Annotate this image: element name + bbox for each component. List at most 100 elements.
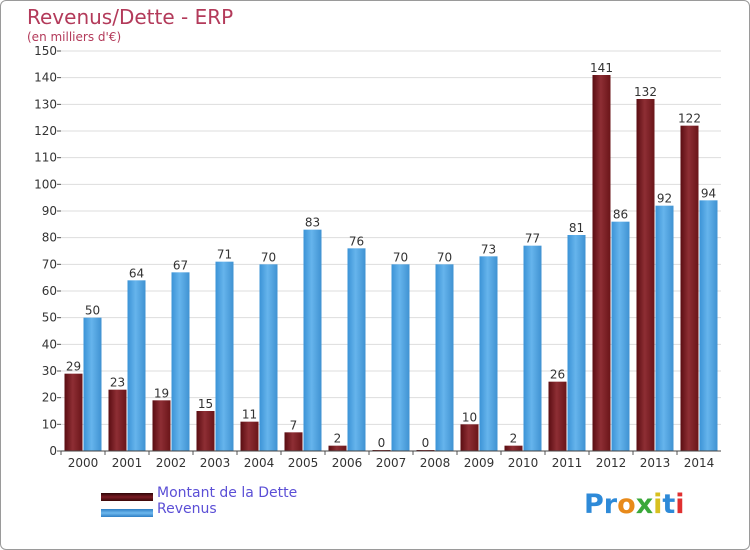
label-revenus-2009: 73 [481, 242, 496, 256]
logo-letter: x [635, 489, 654, 520]
x-tick-label-2005: 2005 [288, 456, 319, 470]
x-tick-label-2000: 2000 [68, 456, 99, 470]
label-dette-2004: 11 [242, 408, 257, 422]
bar-revenus-2009 [479, 256, 498, 451]
bar-revenus-2006 [347, 248, 366, 451]
y-tick-label: 10 [42, 417, 57, 431]
label-dette-2013: 132 [634, 85, 657, 99]
y-tick-label: 80 [42, 231, 57, 245]
x-tick-label-2003: 2003 [200, 456, 231, 470]
bar-dette-2003 [196, 411, 215, 451]
label-dette-2009: 10 [462, 410, 477, 424]
bar-dette-2011 [548, 381, 567, 451]
label-revenus-2001: 64 [129, 266, 144, 280]
bar-revenus-2004 [259, 264, 278, 451]
label-revenus-2002: 67 [173, 258, 188, 272]
logo-letter: i [653, 489, 663, 520]
label-dette-2005: 7 [290, 418, 298, 432]
label-revenus-2000: 50 [85, 304, 100, 318]
bar-revenus-2008 [435, 264, 454, 451]
label-revenus-2014: 94 [701, 186, 716, 200]
bar-dette-2005 [284, 432, 303, 451]
bar-revenus-2007 [391, 264, 410, 451]
x-tick-label-2014: 2014 [684, 456, 715, 470]
bar-revenus-2003 [215, 261, 234, 451]
logo-letter: P [584, 489, 604, 520]
x-tick-label-2009: 2009 [464, 456, 495, 470]
x-tick-label-2012: 2012 [596, 456, 627, 470]
y-tick-label: 90 [42, 204, 57, 218]
proxiti-logo: Proxiti [584, 489, 685, 520]
label-revenus-2004: 70 [261, 250, 276, 264]
y-tick-label: 0 [49, 444, 57, 458]
bar-dette-2004 [240, 421, 259, 451]
x-tick-label-2006: 2006 [332, 456, 363, 470]
bar-dette-2012 [592, 75, 611, 451]
x-axis-ticks: 2000 2001 2002 2003 2004 2005 2006 2007 2008 2009… [60, 451, 715, 470]
x-tick-label-2001: 2001 [112, 456, 143, 470]
y-tick-label: 50 [42, 311, 57, 325]
bar-revenus-2014 [699, 200, 718, 451]
x-tick-label-2008: 2008 [420, 456, 451, 470]
logo-letter: t [662, 489, 676, 520]
x-tick-label-2007: 2007 [376, 456, 407, 470]
x-tick-label-2004: 2004 [244, 456, 275, 470]
bar-dette-2000 [64, 373, 83, 451]
label-revenus-2012: 86 [613, 208, 628, 222]
bar-dette-2014 [680, 125, 699, 452]
x-tick-label-2002: 2002 [156, 456, 187, 470]
label-dette-2002: 19 [154, 386, 169, 400]
legend-swatch-dette [101, 493, 153, 501]
bar-dette-2006 [328, 445, 347, 451]
legend-swatch-revenus [101, 509, 153, 517]
bar-dette-2009 [460, 424, 479, 451]
y-tick-label: 60 [42, 284, 57, 298]
label-revenus-2013: 92 [657, 192, 672, 206]
y-tick-label: 30 [42, 364, 57, 378]
bar-revenus-2005 [303, 229, 322, 451]
label-dette-2008: 0 [422, 436, 430, 450]
bar-revenus-2010 [523, 245, 542, 451]
chart-title: Revenus/Dette - ERP [27, 5, 234, 29]
label-revenus-2005: 83 [305, 216, 320, 230]
y-tick-label: 70 [42, 257, 57, 271]
y-tick-label: 20 [42, 391, 57, 405]
label-dette-2010: 2 [510, 432, 518, 446]
x-tick-label-2011: 2011 [552, 456, 583, 470]
bar-dette-2013 [636, 99, 655, 451]
label-dette-2014: 122 [678, 112, 701, 126]
y-tick-label: 110 [34, 151, 57, 165]
label-dette-2000: 29 [66, 360, 81, 374]
bar-dette-2010 [504, 445, 523, 451]
bar-revenus-2001 [127, 280, 146, 451]
gridlines [61, 50, 721, 425]
label-revenus-2007: 70 [393, 250, 408, 264]
label-revenus-2010: 77 [525, 232, 540, 246]
logo-letter: i [675, 489, 685, 520]
logo-letter: o [617, 489, 636, 520]
bar-revenus-2002 [171, 272, 190, 451]
x-tick-label-2013: 2013 [640, 456, 671, 470]
y-tick-label: 130 [34, 97, 57, 111]
label-dette-2003: 15 [198, 397, 213, 411]
label-revenus-2011: 81 [569, 221, 584, 235]
y-tick-label: 140 [34, 71, 57, 85]
label-dette-2007: 0 [378, 436, 386, 450]
bars [64, 75, 718, 452]
legend-label-revenus: Revenus [157, 501, 217, 517]
logo-letter: r [603, 489, 618, 520]
legend-label-dette: Montant de la Dette [157, 485, 298, 501]
label-dette-2012: 141 [590, 61, 613, 75]
bar-revenus-2000 [83, 317, 102, 451]
bar-revenus-2011 [567, 235, 586, 451]
y-axis-ticks: 0 10 20 30 40 50 60 70 80 90 100 110 120 130 140 150 [34, 44, 61, 458]
bar-revenus-2013 [655, 205, 674, 451]
value-labels: 29 50 23 64 19 67 15 71 11 70 7 83 2 76 0 70 0 70 10 73 2 77 2… [66, 61, 716, 450]
label-dette-2011: 26 [550, 368, 565, 382]
label-revenus-2008: 70 [437, 250, 452, 264]
label-revenus-2006: 76 [349, 234, 364, 248]
y-tick-label: 150 [34, 44, 57, 58]
x-tick-label-2010: 2010 [508, 456, 539, 470]
